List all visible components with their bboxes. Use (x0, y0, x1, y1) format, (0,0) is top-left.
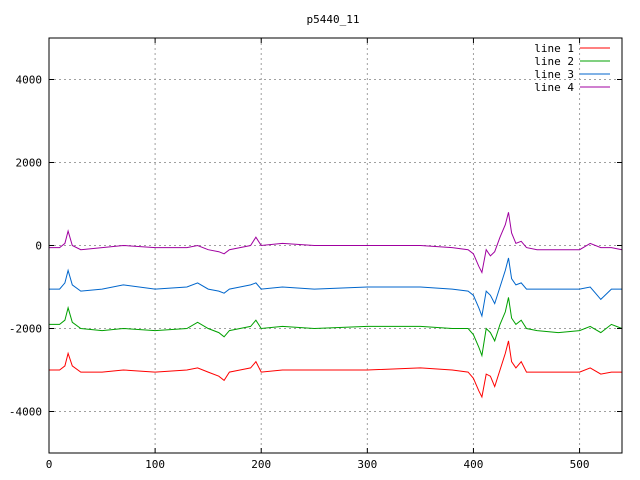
y-tick-label: -2000 (9, 323, 42, 336)
legend-label-4: line 4 (534, 81, 574, 94)
y-tick-label: 0 (35, 240, 42, 253)
x-tick-label: 0 (46, 458, 53, 471)
series-line-4 (49, 212, 623, 275)
x-tick-label: 500 (570, 458, 590, 471)
legend-label-3: line 3 (534, 68, 574, 81)
legend-label-1: line 1 (534, 42, 574, 55)
series-line-2 (49, 297, 623, 358)
chart-title: p5440_11 (307, 13, 360, 26)
y-tick-label: 4000 (16, 74, 43, 87)
legend-label-2: line 2 (534, 55, 574, 68)
x-tick-label: 300 (357, 458, 377, 471)
y-tick-label: -4000 (9, 406, 42, 419)
series-line-1 (49, 340, 622, 399)
series-lines (49, 212, 623, 399)
x-tick-label: 100 (145, 458, 165, 471)
axes: 0 100 200 300 400 500 -4000 -2000 0 2000 4000 (9, 37, 623, 471)
series-line-3 (49, 257, 622, 318)
x-tick-label: 200 (251, 458, 271, 471)
grid (49, 38, 622, 453)
y-tick-label: 2000 (16, 157, 43, 170)
x-tick-label: 400 (464, 458, 484, 471)
